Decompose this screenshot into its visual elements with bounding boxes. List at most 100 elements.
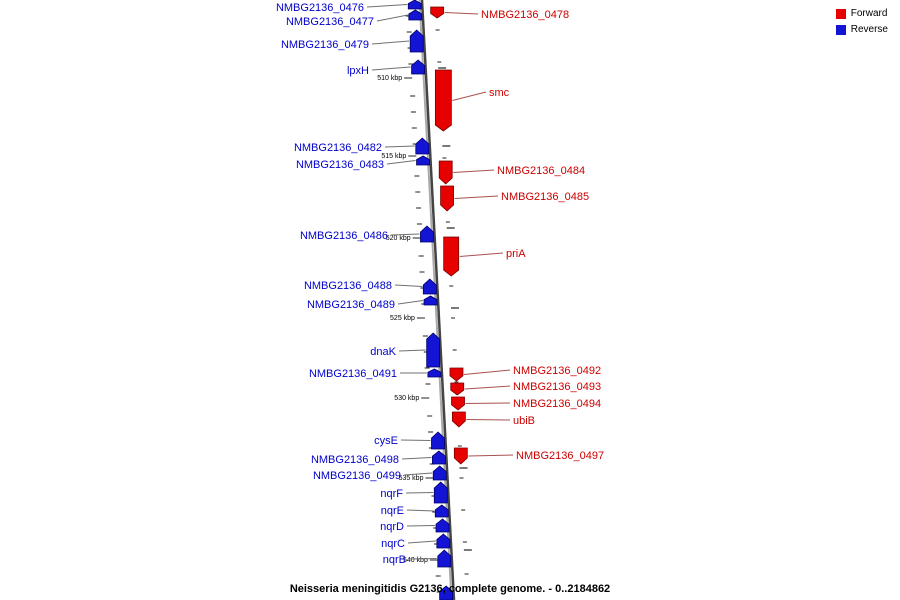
genome-title: Neisseria meningitidis G2136, complete g… xyxy=(289,583,611,595)
gene-label-ubiB[interactable]: ubiB xyxy=(513,415,535,427)
legend-reverse-label: Reverse xyxy=(850,24,888,35)
gene-label-NMBG2136_0477[interactable]: NMBG2136_0477 xyxy=(286,16,374,28)
legend-item-reverse: Reverse xyxy=(835,24,888,35)
legend: Forward Reverse xyxy=(835,8,888,35)
gene-glyph-nqrB[interactable] xyxy=(437,549,452,568)
leader-line xyxy=(371,66,411,71)
leader-line xyxy=(401,457,432,460)
leader-line xyxy=(465,402,511,404)
gene-label-lpxH[interactable]: lpxH xyxy=(347,65,369,77)
gene-label-NMBG2136_0488[interactable]: NMBG2136_0488 xyxy=(304,280,392,292)
gene-label-nqrD[interactable]: nqrD xyxy=(380,521,404,533)
gene-glyph-NMBG2136_0488[interactable] xyxy=(422,278,437,295)
gene-glyph-dnaK[interactable] xyxy=(426,332,441,368)
gene-glyph-NMBG2136_0492[interactable] xyxy=(449,367,464,382)
scale-label: 515 kbp xyxy=(381,153,406,160)
gene-glyph-NMBG2136_0494[interactable] xyxy=(451,396,465,411)
leader-line xyxy=(459,252,504,257)
gene-label-NMBG2136_0489[interactable]: NMBG2136_0489 xyxy=(307,299,395,311)
scale-label: 530 kbp xyxy=(394,395,419,402)
gene-glyph-NMBG2136_0493[interactable] xyxy=(450,382,465,396)
gene-glyph-nqrD[interactable] xyxy=(435,518,450,533)
gene-glyph-NMBG2136_0479[interactable] xyxy=(409,29,424,53)
leader-line xyxy=(397,300,424,305)
gene-glyph-priA[interactable] xyxy=(443,236,460,277)
gene-label-NMBG2136_0492[interactable]: NMBG2136_0492 xyxy=(513,365,601,377)
gene-label-dnaK[interactable]: dnaK xyxy=(370,346,396,358)
gene-glyph-smc[interactable] xyxy=(434,69,452,132)
gene-label-NMBG2136_0498[interactable]: NMBG2136_0498 xyxy=(311,454,399,466)
gene-glyph-NMBG2136_0478[interactable] xyxy=(430,6,445,19)
gene-glyph-NMBG2136_0497[interactable] xyxy=(453,447,468,465)
gene-label-nqrF[interactable]: nqrF xyxy=(380,488,403,500)
gene-glyph-NMBG2136_0498[interactable] xyxy=(431,450,446,465)
gene-label-nqrB[interactable]: nqrB xyxy=(383,554,406,566)
leader-line xyxy=(366,4,408,8)
gene-glyph-NMBG2136_0491[interactable] xyxy=(427,368,442,378)
gene-glyph-NMBG2136_0482[interactable] xyxy=(415,137,430,155)
gene-label-NMBG2136_0499[interactable]: NMBG2136_0499 xyxy=(313,470,401,482)
leader-line xyxy=(452,91,487,101)
gene-glyph-NMBG2136_0489[interactable] xyxy=(423,295,438,306)
gene-glyph-NMBG2136_0485[interactable] xyxy=(440,185,454,212)
gene-glyph-cysE[interactable] xyxy=(431,431,445,450)
leader-line xyxy=(464,385,511,390)
gene-label-NMBG2136_0494[interactable]: NMBG2136_0494 xyxy=(513,398,601,410)
gene-glyph-nqrE[interactable] xyxy=(434,504,449,518)
gene-label-NMBG2136_0476[interactable]: NMBG2136_0476 xyxy=(276,2,364,14)
leader-line xyxy=(463,369,511,375)
gene-label-NMBG2136_0484[interactable]: NMBG2136_0484 xyxy=(497,165,585,177)
leader-line xyxy=(371,40,410,45)
gene-label-smc[interactable]: smc xyxy=(489,87,510,99)
gene-label-NMBG2136_0497[interactable]: NMBG2136_0497 xyxy=(516,450,604,462)
leader-line xyxy=(398,349,426,352)
gene-label-NMBG2136_0486[interactable]: NMBG2136_0486 xyxy=(300,230,388,242)
gene-glyph-NMBG2136_0483[interactable] xyxy=(416,155,430,166)
leader-line xyxy=(408,558,437,560)
leader-line xyxy=(466,419,511,421)
reverse-color-swatch xyxy=(835,24,846,35)
scale-label: 520 kbp xyxy=(386,235,411,242)
leader-line xyxy=(400,439,431,441)
gene-glyph-NMBG2136_0476[interactable] xyxy=(407,0,422,10)
gene-label-cysE[interactable]: cysE xyxy=(374,435,398,447)
backbone-line xyxy=(420,0,456,600)
gene-glyph-NMBG2136_0499[interactable] xyxy=(432,465,447,481)
gene-label-NMBG2136_0479[interactable]: NMBG2136_0479 xyxy=(281,39,369,51)
gene-glyph-nqrF[interactable] xyxy=(433,481,448,504)
gene-label-NMBG2136_0478[interactable]: NMBG2136_0478 xyxy=(481,9,569,21)
leader-line xyxy=(407,540,436,544)
scale-label: 510 kbp xyxy=(377,75,402,82)
leader-line xyxy=(453,169,495,173)
gene-glyph-NMBG2136_0484[interactable] xyxy=(438,160,453,185)
gene-label-nqrC[interactable]: nqrC xyxy=(381,538,405,550)
gene-label-nqrE[interactable]: nqrE xyxy=(381,505,404,517)
gene-glyph-nqrC[interactable] xyxy=(436,533,451,549)
gene-label-NMBG2136_0483[interactable]: NMBG2136_0483 xyxy=(296,159,384,171)
leader-line xyxy=(406,509,435,512)
gene-glyph-lpxH[interactable] xyxy=(411,59,425,75)
gene-label-NMBG2136_0491[interactable]: NMBG2136_0491 xyxy=(309,368,397,380)
leader-line xyxy=(468,454,514,457)
leader-line xyxy=(405,492,434,494)
gene-label-priA[interactable]: priA xyxy=(506,248,526,260)
legend-item-forward: Forward xyxy=(835,8,888,19)
leader-line xyxy=(390,233,420,236)
gene-label-NMBG2136_0485[interactable]: NMBG2136_0485 xyxy=(501,191,589,203)
gene-label-NMBG2136_0493[interactable]: NMBG2136_0493 xyxy=(513,381,601,393)
leader-line xyxy=(444,12,479,15)
gene-glyph-ubiB[interactable] xyxy=(451,411,466,428)
forward-color-swatch xyxy=(835,8,846,19)
leader-line xyxy=(454,195,499,199)
leader-line xyxy=(403,472,433,476)
gene-glyph-NMBG2136_0477[interactable] xyxy=(408,9,423,21)
gene-label-NMBG2136_0482[interactable]: NMBG2136_0482 xyxy=(294,142,382,154)
scale-label: 535 kbp xyxy=(399,475,424,482)
gene-glyph-unlabeled[interactable] xyxy=(439,585,454,600)
leader-line xyxy=(384,145,415,148)
scale-label: 540 kbp xyxy=(403,557,428,564)
legend-forward-label: Forward xyxy=(850,8,888,19)
gene-glyph-NMBG2136_0486[interactable] xyxy=(420,225,434,243)
